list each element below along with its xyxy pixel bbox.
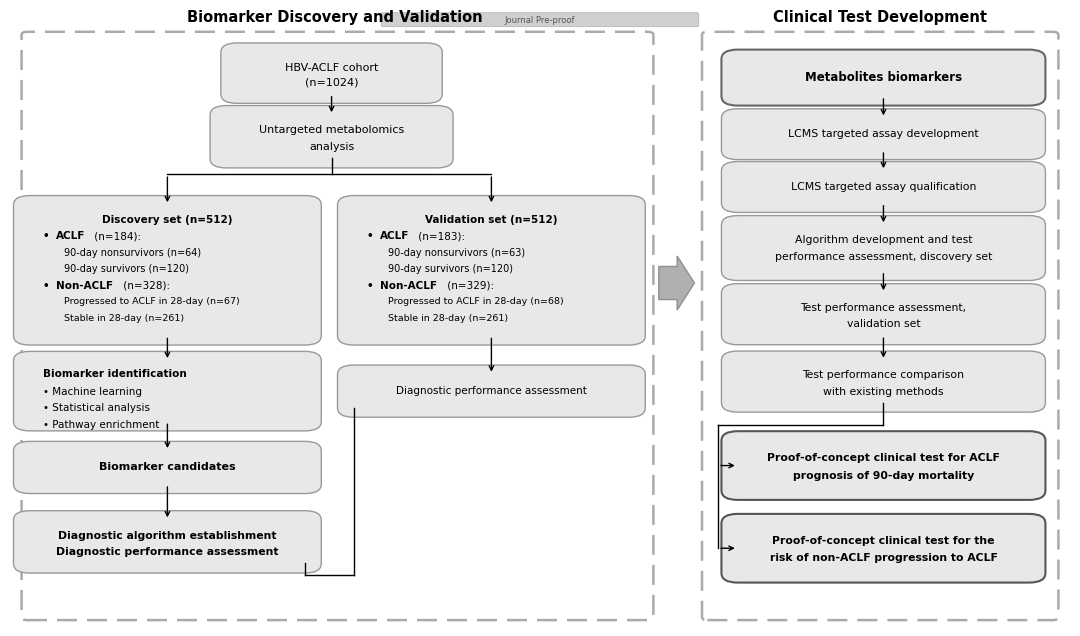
FancyBboxPatch shape: [721, 351, 1045, 412]
Text: analysis: analysis: [309, 142, 354, 152]
Text: • Pathway enrichment: • Pathway enrichment: [42, 420, 159, 430]
Text: Diagnostic performance assessment: Diagnostic performance assessment: [396, 386, 586, 396]
Text: (n=329):: (n=329):: [445, 280, 495, 291]
Text: Stable in 28-day (n=261): Stable in 28-day (n=261): [64, 314, 185, 323]
Text: (n=184):: (n=184):: [91, 232, 141, 241]
Text: •: •: [367, 280, 377, 291]
Text: Biomarker candidates: Biomarker candidates: [99, 462, 235, 473]
Text: (n=328):: (n=328):: [120, 280, 171, 291]
FancyBboxPatch shape: [210, 106, 454, 168]
Text: Biomarker Discovery and Validation: Biomarker Discovery and Validation: [187, 10, 483, 25]
Text: 90-day nonsurvivors (n=64): 90-day nonsurvivors (n=64): [64, 248, 201, 258]
Text: Progressed to ACLF in 28-day (n=67): Progressed to ACLF in 28-day (n=67): [64, 298, 240, 307]
FancyBboxPatch shape: [381, 13, 699, 27]
Text: Proof-of-concept clinical test for ACLF: Proof-of-concept clinical test for ACLF: [767, 453, 1000, 463]
Text: (n=1024): (n=1024): [305, 78, 359, 88]
Text: Non-ACLF: Non-ACLF: [380, 280, 436, 291]
Text: Test performance comparison: Test performance comparison: [802, 370, 964, 380]
Text: Biomarker identification: Biomarker identification: [42, 369, 187, 378]
Text: with existing methods: with existing methods: [823, 387, 944, 397]
Text: Discovery set (n=512): Discovery set (n=512): [103, 215, 232, 225]
Text: Diagnostic algorithm establishment: Diagnostic algorithm establishment: [58, 530, 276, 541]
Text: 90-day nonsurvivors (n=63): 90-day nonsurvivors (n=63): [389, 248, 525, 258]
FancyBboxPatch shape: [221, 43, 443, 103]
Text: validation set: validation set: [847, 319, 920, 329]
FancyBboxPatch shape: [13, 196, 322, 345]
FancyBboxPatch shape: [721, 50, 1045, 106]
Text: LCMS targeted assay qualification: LCMS targeted assay qualification: [791, 182, 976, 192]
Text: ACLF: ACLF: [380, 232, 409, 241]
Text: Proof-of-concept clinical test for the: Proof-of-concept clinical test for the: [772, 536, 995, 546]
FancyBboxPatch shape: [13, 351, 322, 431]
FancyBboxPatch shape: [13, 441, 322, 494]
FancyBboxPatch shape: [337, 196, 646, 345]
Text: Test performance assessment,: Test performance assessment,: [800, 303, 967, 313]
Text: •: •: [367, 232, 377, 241]
Text: Clinical Test Development: Clinical Test Development: [773, 10, 987, 25]
Text: Untargeted metabolomics: Untargeted metabolomics: [259, 125, 404, 135]
FancyBboxPatch shape: [721, 431, 1045, 500]
Text: Validation set (n=512): Validation set (n=512): [426, 215, 557, 225]
Text: Algorithm development and test: Algorithm development and test: [795, 235, 972, 245]
Text: •: •: [42, 232, 53, 241]
Text: (n=183):: (n=183):: [415, 232, 465, 241]
Text: HBV-ACLF cohort: HBV-ACLF cohort: [285, 63, 378, 73]
Text: Metabolites biomarkers: Metabolites biomarkers: [805, 71, 962, 84]
FancyBboxPatch shape: [721, 284, 1045, 345]
Text: Progressed to ACLF in 28-day (n=68): Progressed to ACLF in 28-day (n=68): [389, 298, 564, 307]
Text: •: •: [42, 280, 53, 291]
Text: 90-day survivors (n=120): 90-day survivors (n=120): [389, 265, 513, 274]
Text: performance assessment, discovery set: performance assessment, discovery set: [774, 252, 993, 262]
Text: 90-day survivors (n=120): 90-day survivors (n=120): [64, 265, 189, 274]
Text: ACLF: ACLF: [55, 232, 85, 241]
FancyArrow shape: [659, 256, 694, 310]
FancyBboxPatch shape: [721, 109, 1045, 160]
Text: prognosis of 90-day mortality: prognosis of 90-day mortality: [793, 471, 974, 481]
FancyBboxPatch shape: [721, 514, 1045, 583]
FancyBboxPatch shape: [721, 162, 1045, 212]
Text: Diagnostic performance assessment: Diagnostic performance assessment: [56, 547, 279, 557]
Text: • Machine learning: • Machine learning: [42, 387, 141, 397]
Text: risk of non-ACLF progression to ACLF: risk of non-ACLF progression to ACLF: [770, 553, 997, 563]
FancyBboxPatch shape: [721, 216, 1045, 280]
FancyBboxPatch shape: [337, 365, 646, 417]
Text: Journal Pre-proof: Journal Pre-proof: [504, 15, 576, 25]
Text: • Statistical analysis: • Statistical analysis: [42, 403, 150, 413]
Text: Stable in 28-day (n=261): Stable in 28-day (n=261): [389, 314, 509, 323]
Text: Non-ACLF: Non-ACLF: [55, 280, 112, 291]
FancyBboxPatch shape: [13, 511, 322, 573]
Text: LCMS targeted assay development: LCMS targeted assay development: [788, 129, 978, 139]
